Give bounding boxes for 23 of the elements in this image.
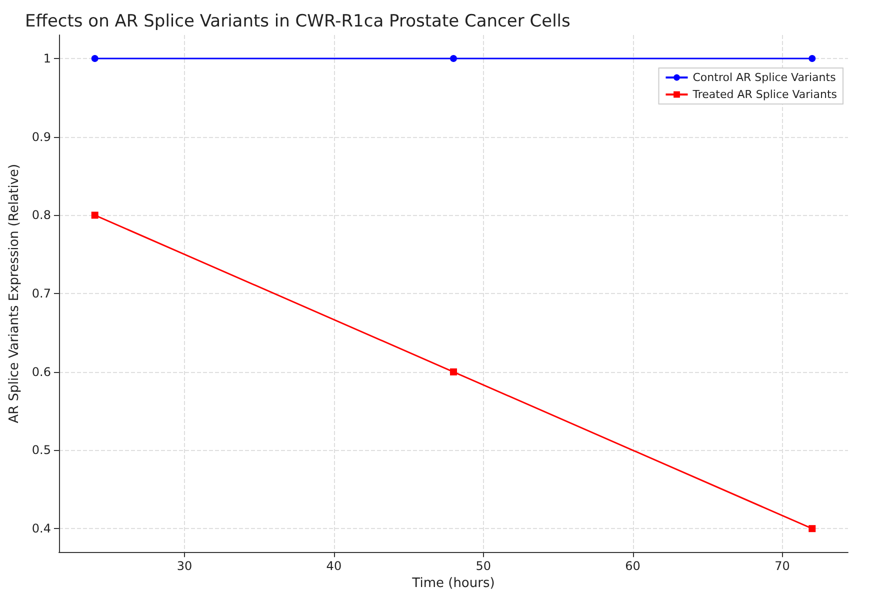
- x-tick-label: 40: [326, 559, 342, 574]
- point: [91, 212, 98, 219]
- point: [808, 525, 816, 532]
- y-axis-title: AR Splice Variants Expression (Relative): [7, 164, 22, 424]
- x-tick-label: 70: [774, 559, 790, 574]
- y-tick-label: 0.7: [32, 286, 51, 301]
- x-axis-title: Time (hours): [411, 576, 495, 591]
- x-tick-label: 60: [625, 559, 640, 574]
- point: [91, 55, 98, 62]
- chart-title: Effects on AR Splice Variants in CWR-R1ca Prostate Cancer Cells: [25, 12, 571, 32]
- legend-label: Control AR Splice Variants: [692, 71, 836, 84]
- y-tick-label: 0.4: [32, 522, 51, 536]
- y-tick-label: 0.8: [32, 208, 51, 222]
- point: [450, 368, 457, 376]
- legend-label: Treated AR Splice Variants: [692, 88, 838, 101]
- point: [450, 55, 457, 62]
- y-tick-label: 0.9: [32, 130, 51, 144]
- x-tick-label: 30: [176, 559, 192, 574]
- y-tick-label: 0.5: [32, 443, 51, 458]
- y-tick-label: 1: [43, 52, 51, 66]
- point: [808, 55, 816, 62]
- x-tick-label: 50: [476, 559, 492, 574]
- y-tick-label: 0.6: [32, 364, 51, 379]
